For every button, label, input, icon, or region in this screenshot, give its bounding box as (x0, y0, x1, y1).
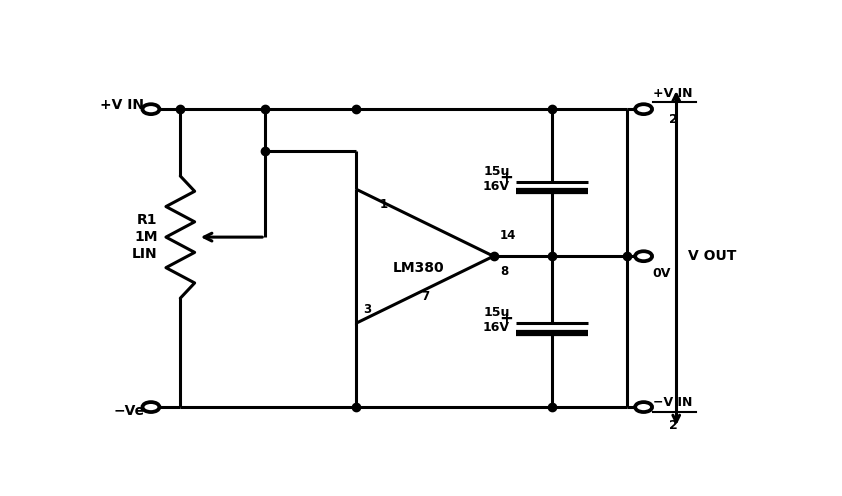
Text: −Ve: −Ve (114, 404, 145, 418)
Text: V OUT: V OUT (688, 249, 737, 263)
Text: 8: 8 (500, 265, 509, 278)
Text: 15u
16V: 15u 16V (482, 165, 510, 193)
Text: 3: 3 (363, 303, 371, 316)
Text: +: + (499, 310, 514, 328)
Text: 14: 14 (500, 229, 516, 242)
Text: +V IN: +V IN (653, 87, 693, 100)
Text: 1: 1 (380, 198, 387, 211)
Text: 2: 2 (669, 113, 677, 126)
Text: +V IN: +V IN (100, 98, 145, 113)
Text: 2: 2 (669, 419, 677, 433)
Text: −V IN: −V IN (653, 396, 693, 409)
Text: 7: 7 (422, 290, 430, 303)
Text: +: + (499, 169, 514, 187)
Text: LM380: LM380 (392, 261, 445, 275)
Text: R1
1M
LIN: R1 1M LIN (132, 213, 157, 261)
Text: 15u
16V: 15u 16V (482, 306, 510, 334)
Text: 0V: 0V (652, 267, 670, 280)
